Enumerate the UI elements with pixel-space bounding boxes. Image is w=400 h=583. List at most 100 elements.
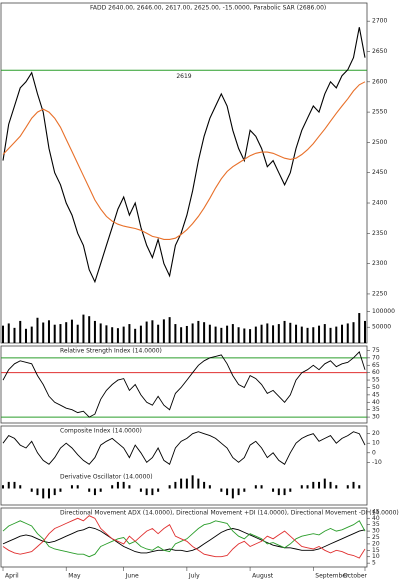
- bar: [272, 488, 275, 492]
- y-tick-label: 2650: [372, 48, 387, 55]
- y-tick-label: 30: [372, 414, 380, 421]
- bar: [329, 327, 332, 343]
- bar: [323, 478, 326, 489]
- bar: [283, 488, 286, 496]
- panel-title: Directional Movement ADX (14.0000), Dire…: [60, 510, 399, 517]
- bar: [122, 481, 125, 489]
- bar: [329, 481, 332, 489]
- bar: [128, 485, 131, 489]
- y-tick-label: 2500: [372, 139, 387, 146]
- bar: [260, 485, 263, 489]
- y-tick-label: 100000: [372, 308, 395, 315]
- bar: [272, 325, 275, 343]
- bar: [358, 313, 361, 343]
- x-tick-label: August: [252, 573, 274, 580]
- bar: [243, 328, 246, 343]
- bar: [47, 488, 50, 499]
- bar: [59, 488, 62, 492]
- series-line: [2, 431, 366, 466]
- bar: [47, 320, 50, 343]
- bar: [300, 326, 303, 343]
- bar: [214, 326, 217, 343]
- bar: [88, 316, 91, 343]
- bar: [346, 485, 349, 489]
- bar: [82, 314, 85, 343]
- bar: [36, 488, 39, 496]
- bar: [7, 323, 10, 343]
- bar: [53, 488, 56, 496]
- bar: [226, 488, 229, 496]
- bar: [151, 488, 154, 496]
- bar: [352, 481, 355, 489]
- bar: [185, 325, 188, 343]
- bar: [237, 327, 240, 343]
- bar: [19, 320, 22, 343]
- y-tick-label: 65: [372, 362, 380, 369]
- bar: [295, 324, 298, 343]
- bar: [185, 478, 188, 489]
- bar: [335, 485, 338, 489]
- panel-title: Composite Index (14.0000): [60, 428, 142, 435]
- bar: [30, 488, 33, 492]
- y-tick-label: -10: [372, 459, 382, 466]
- bar: [220, 488, 223, 492]
- y-tick-label: 15: [372, 547, 380, 554]
- bar: [226, 325, 229, 343]
- bar: [157, 488, 160, 492]
- series-line: [2, 526, 366, 554]
- y-tick-label: 10: [372, 553, 380, 560]
- x-tick-label: July: [188, 573, 200, 580]
- y-tick-label: 2450: [372, 169, 387, 176]
- bar: [180, 478, 183, 489]
- bar: [300, 485, 303, 489]
- bar: [139, 488, 142, 492]
- bar: [168, 485, 171, 489]
- y-tick-label: 45: [372, 391, 380, 398]
- y-tick-label: 45: [372, 508, 380, 515]
- y-tick-label: 10: [372, 440, 380, 447]
- bar: [53, 324, 56, 343]
- bar: [237, 488, 240, 496]
- bar: [358, 485, 361, 489]
- bar: [2, 325, 4, 343]
- y-tick-label: 55: [372, 377, 380, 384]
- y-tick-label: 40: [372, 399, 380, 406]
- bar: [42, 322, 45, 343]
- y-tick-label: 50: [372, 384, 380, 391]
- x-tick-label: May: [68, 573, 81, 580]
- bar: [36, 317, 39, 343]
- bar: [145, 321, 148, 343]
- y-tick-label: 5: [372, 560, 376, 567]
- bar: [116, 481, 119, 489]
- bar: [19, 485, 22, 489]
- bar: [191, 323, 194, 343]
- bar: [254, 326, 257, 343]
- bar: [191, 475, 194, 489]
- bar: [341, 324, 344, 343]
- y-tick-label: 75: [372, 347, 380, 354]
- bar: [335, 326, 338, 343]
- bar: [312, 481, 315, 489]
- bar: [93, 320, 96, 343]
- bar: [180, 327, 183, 343]
- bar: [249, 329, 252, 343]
- bar: [30, 326, 33, 343]
- x-tick-label: October: [343, 573, 368, 580]
- series-line: [2, 515, 366, 559]
- y-tick-label: 2400: [372, 200, 387, 207]
- bar: [59, 324, 62, 343]
- panel-frame: [0, 425, 368, 506]
- bar: [203, 481, 206, 489]
- bar: [13, 481, 16, 489]
- bar: [88, 488, 91, 492]
- bar: [283, 320, 286, 343]
- bar: [174, 481, 177, 489]
- bar: [231, 488, 234, 499]
- bar: [318, 325, 321, 343]
- y-tick-label: 2550: [372, 109, 387, 116]
- bar: [306, 327, 309, 343]
- bar: [70, 485, 73, 489]
- bar: [2, 485, 4, 489]
- bar: [352, 322, 355, 343]
